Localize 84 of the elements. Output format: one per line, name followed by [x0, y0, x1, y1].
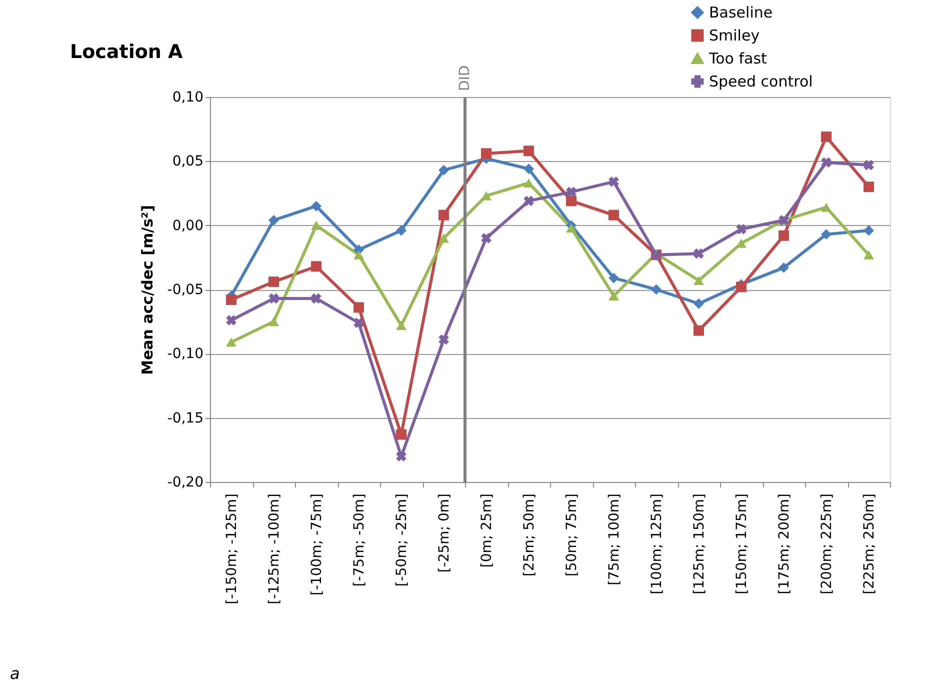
point	[651, 284, 662, 295]
point	[524, 146, 534, 156]
point	[864, 225, 874, 236]
point	[268, 293, 279, 304]
y-axis-title: Mean acc/dec [m/s²]	[138, 205, 156, 375]
x-tick-label: [-100m; -75m]	[308, 494, 325, 596]
x-tick-label: [25m; 50m]	[521, 494, 538, 576]
point	[694, 325, 704, 336]
point	[608, 272, 619, 284]
point	[226, 338, 236, 347]
point	[821, 157, 832, 168]
point	[736, 282, 746, 292]
point	[864, 160, 874, 170]
point	[438, 234, 449, 243]
point	[694, 276, 704, 286]
point	[311, 200, 322, 212]
point	[821, 132, 832, 142]
point	[821, 202, 832, 212]
point	[864, 250, 874, 260]
point	[566, 223, 576, 232]
y-tick-label: -0,20	[167, 474, 204, 490]
chart-title: Location A	[70, 41, 184, 63]
point	[396, 225, 406, 236]
point	[524, 196, 534, 206]
x-tick-label: [0m; 25m]	[478, 494, 495, 568]
x-tick-label: [200m; 225m]	[818, 494, 835, 594]
point	[396, 320, 406, 330]
legend-label: Smiley	[709, 26, 760, 44]
point	[438, 164, 449, 176]
point	[354, 250, 364, 260]
point	[778, 262, 789, 273]
point	[226, 294, 236, 306]
point	[736, 224, 746, 234]
x-tick-label: [-50m; -25m]	[394, 494, 410, 587]
point	[311, 261, 322, 272]
point	[694, 298, 704, 309]
y-tick-label: 0,10	[172, 90, 204, 106]
x-tick-label: [-150m; -125m]	[224, 494, 240, 604]
point	[396, 429, 406, 440]
point	[481, 191, 492, 200]
point	[226, 315, 236, 326]
x-tick-label: [-75m; -50m]	[351, 494, 368, 587]
y-tick-label: -0,10	[167, 346, 204, 362]
point	[354, 302, 364, 313]
y-tick-label: -0,15	[167, 410, 204, 426]
legend-label: Too fast	[708, 50, 768, 68]
point	[778, 230, 789, 241]
point	[311, 293, 322, 304]
point	[864, 182, 874, 192]
point	[268, 214, 279, 226]
text: a	[10, 664, 20, 683]
y-tick-label: 0,00	[172, 218, 204, 234]
x-tick-label: [125m; 150m]	[691, 494, 708, 594]
x-tick-label: [225m; 250m]	[861, 494, 878, 594]
point	[608, 291, 619, 300]
x-tick-label: [175m; 200m]	[776, 494, 792, 594]
point	[821, 229, 832, 240]
x-tick-label: [50m; 75m]	[564, 494, 580, 576]
point	[566, 196, 576, 206]
x-tick-label: [150m; 175m]	[734, 494, 750, 594]
point	[481, 148, 492, 159]
point	[438, 334, 449, 345]
x-tick-label: [-125m; -100m]	[266, 494, 282, 604]
point	[608, 210, 619, 220]
point	[268, 317, 279, 326]
y-tick-label: -0,05	[167, 282, 204, 298]
point	[608, 176, 619, 187]
x-tick-label: [-25m; 0m]	[436, 494, 452, 573]
point	[438, 210, 449, 220]
point	[566, 186, 576, 198]
x-tick-label: [75m; 100m]	[606, 494, 622, 586]
ref-line-label: DID	[457, 65, 473, 91]
point	[396, 451, 406, 462]
point	[524, 178, 534, 188]
y-tick-label: 0,05	[172, 154, 204, 170]
point	[481, 232, 492, 244]
point	[268, 276, 279, 288]
legend-label: Speed control	[709, 72, 813, 90]
legend-label: Baseline	[709, 4, 773, 22]
point	[354, 318, 364, 328]
x-tick-label: [100m; 125m]	[648, 494, 665, 594]
point	[524, 164, 534, 174]
point	[311, 220, 322, 230]
point	[694, 248, 704, 259]
